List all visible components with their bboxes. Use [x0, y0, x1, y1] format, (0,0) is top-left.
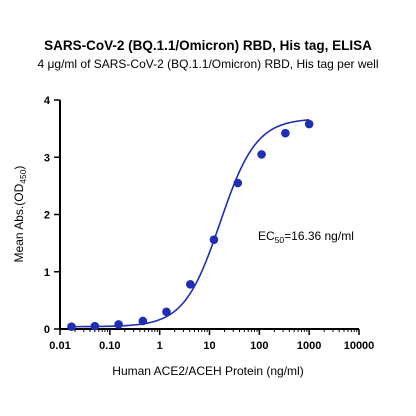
x-tick-label: 1000 — [297, 340, 321, 352]
data-point — [304, 119, 314, 129]
y-tick-label: 4 — [44, 95, 51, 107]
ec50-subscript: 50 — [275, 235, 285, 245]
y-tick-label: 2 — [44, 210, 50, 222]
chart-subtitle: 4 μg/ml of SARS-CoV-2 (BQ.1.1/Omicron) R… — [37, 57, 378, 71]
ec50-annotation: EC50=16.36 ng/ml — [258, 229, 354, 245]
data-point — [233, 178, 243, 188]
data-point — [209, 235, 219, 244]
y-ticks: 0 1 2 3 4 — [44, 95, 60, 336]
ec50-value: =16.36 ng/ml — [284, 229, 354, 243]
x-tick-label: 10000 — [344, 340, 375, 352]
y-axis-label: Mean Abs.(OD450) — [12, 166, 28, 263]
chart-title: SARS-CoV-2 (BQ.1.1/Omicron) RBD, His tag… — [44, 38, 372, 53]
y-axis-label-main: Mean Abs.(OD — [12, 183, 26, 262]
data-point — [90, 321, 100, 331]
y-tick-label: 0 — [44, 324, 50, 336]
y-tick-label: 3 — [44, 152, 50, 164]
x-tick-label: 10 — [203, 340, 215, 352]
x-tick-label: 100 — [250, 340, 268, 352]
data-point — [186, 280, 195, 289]
data-point — [114, 320, 123, 329]
ec50-prefix: EC — [258, 229, 275, 243]
axes — [59, 100, 359, 330]
data-point — [162, 307, 171, 317]
y-tick-label: 1 — [44, 267, 50, 279]
x-tick-label: 0.01 — [49, 340, 70, 352]
x-tick-label: 1 — [157, 340, 163, 352]
data-points-layer — [67, 119, 314, 332]
x-tick-label: 0.10 — [99, 340, 120, 352]
x-axis-label: Human ACE2/ACEH Protein (ng/ml) — [112, 364, 303, 378]
y-axis-label-end: ) — [12, 166, 26, 170]
y-axis-label-sub: 450 — [18, 169, 28, 183]
data-point — [67, 322, 76, 332]
data-point — [257, 150, 266, 159]
data-point — [281, 128, 290, 138]
fit-curve-layer — [71, 119, 310, 328]
data-point — [138, 316, 148, 326]
fit-curve — [71, 119, 310, 328]
x-ticks: 0.01 0.10 1 10 100 1000 10000 — [49, 329, 374, 352]
